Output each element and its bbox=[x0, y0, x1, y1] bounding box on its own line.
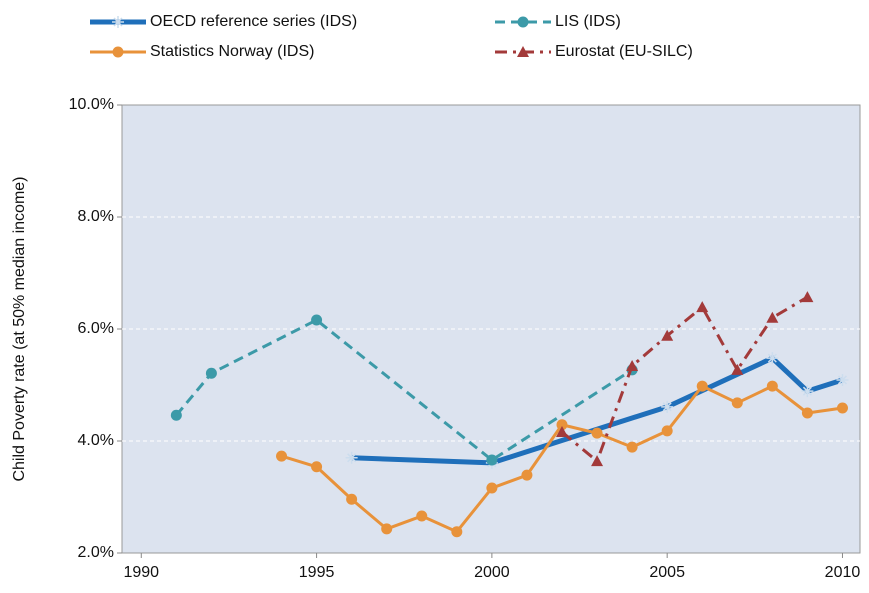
marker bbox=[766, 311, 779, 323]
marker bbox=[555, 426, 568, 438]
marker bbox=[661, 425, 673, 437]
marker bbox=[486, 454, 498, 466]
series-line bbox=[175, 318, 633, 462]
marker bbox=[801, 407, 813, 419]
marker bbox=[517, 46, 529, 57]
marker bbox=[661, 400, 674, 413]
marker bbox=[731, 397, 743, 409]
marker bbox=[311, 461, 323, 473]
marker bbox=[521, 469, 533, 481]
x-tick-label: 1990 bbox=[123, 564, 159, 581]
marker bbox=[591, 455, 604, 467]
series-line bbox=[561, 295, 809, 463]
marker bbox=[276, 450, 288, 462]
marker bbox=[591, 427, 603, 439]
marker bbox=[311, 314, 323, 326]
marker bbox=[626, 441, 638, 453]
marker bbox=[112, 16, 124, 28]
marker bbox=[661, 329, 674, 341]
marker bbox=[626, 359, 639, 371]
marker bbox=[766, 352, 779, 365]
marker bbox=[836, 402, 848, 414]
x-tick-label: 2005 bbox=[649, 564, 685, 581]
legend-label: Statistics Norway (IDS) bbox=[150, 43, 314, 60]
marker bbox=[486, 482, 498, 494]
legend-label: LIS (IDS) bbox=[555, 13, 621, 30]
y-tick-label: 8.0% bbox=[78, 208, 114, 225]
marker bbox=[766, 380, 778, 392]
marker bbox=[801, 291, 814, 303]
legend-label: Eurostat (EU-SILC) bbox=[555, 43, 693, 60]
x-tick-label: 2010 bbox=[825, 564, 861, 581]
y-tick-label: 10.0% bbox=[69, 96, 114, 113]
marker bbox=[451, 526, 463, 538]
marker bbox=[381, 523, 393, 535]
marker bbox=[205, 367, 217, 379]
marker bbox=[517, 16, 529, 28]
legend-label: OECD reference series (IDS) bbox=[150, 13, 357, 30]
marker bbox=[696, 380, 708, 392]
marker bbox=[696, 301, 709, 313]
marker bbox=[731, 363, 744, 375]
marker bbox=[170, 409, 182, 421]
marker bbox=[416, 510, 428, 522]
marker bbox=[836, 373, 849, 386]
x-tick-label: 1995 bbox=[299, 564, 335, 581]
y-tick-label: 4.0% bbox=[78, 432, 114, 449]
y-tick-label: 2.0% bbox=[78, 544, 114, 561]
marker bbox=[801, 385, 814, 398]
y-axis-label: Child Poverty rate (at 50% median income… bbox=[11, 176, 28, 481]
y-tick-label: 6.0% bbox=[78, 320, 114, 337]
x-tick-label: 2000 bbox=[474, 564, 510, 581]
marker bbox=[345, 451, 358, 464]
marker bbox=[556, 419, 568, 431]
series-line bbox=[351, 355, 844, 466]
marker bbox=[346, 493, 358, 505]
marker bbox=[112, 46, 124, 58]
